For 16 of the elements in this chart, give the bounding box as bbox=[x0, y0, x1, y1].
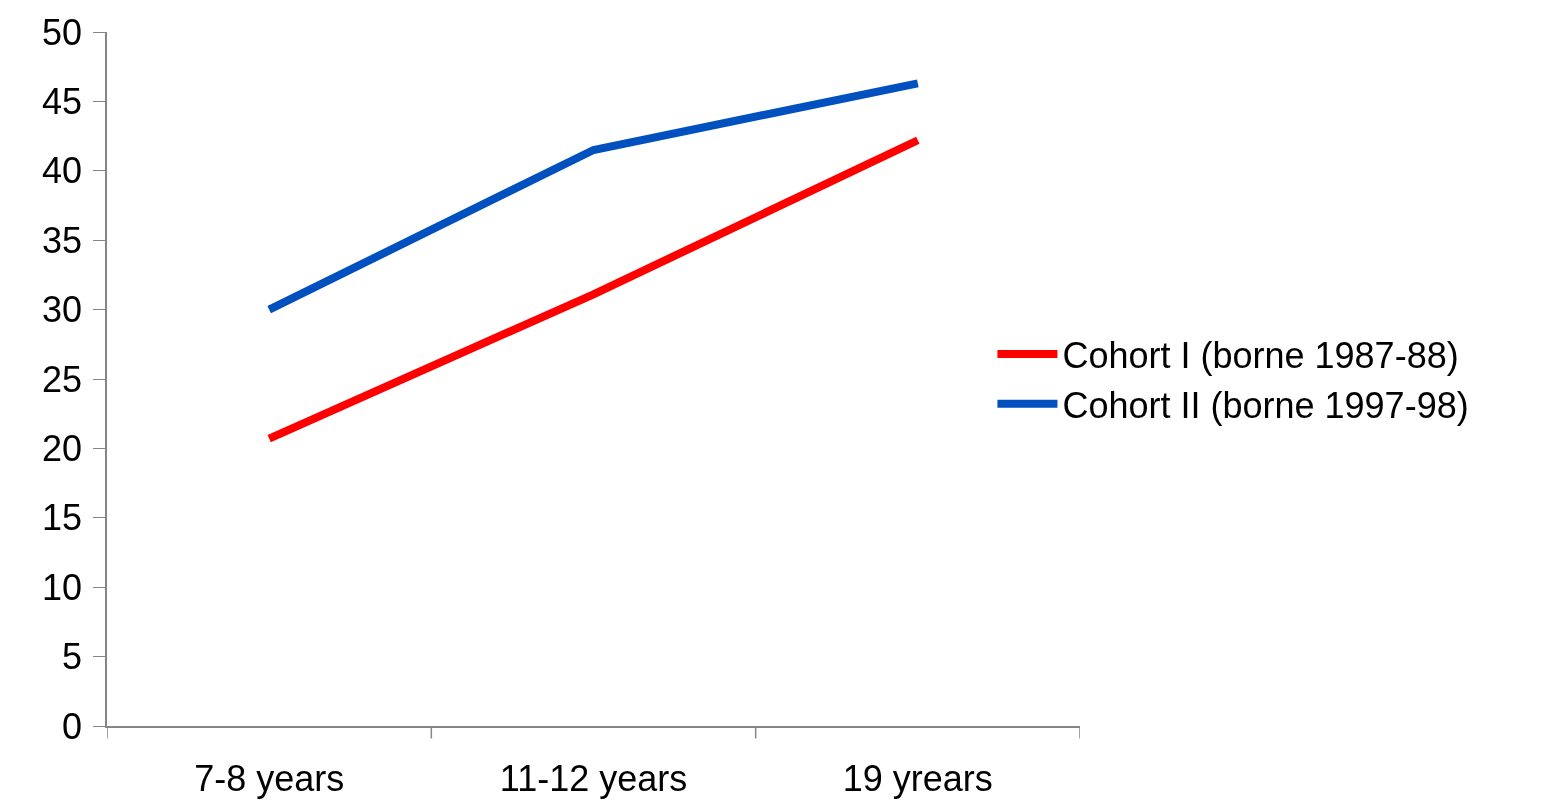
y-tick-label: 15 bbox=[42, 497, 83, 539]
y-tick-label: 45 bbox=[42, 81, 83, 122]
y-tick-label: 10 bbox=[42, 566, 83, 608]
x-tick-label: 7-8 years bbox=[194, 757, 345, 799]
y-tick-label: 40 bbox=[42, 150, 83, 192]
y-tick-label: 20 bbox=[42, 428, 83, 469]
y-tick-label: 0 bbox=[62, 705, 83, 747]
y-tick-label: 5 bbox=[62, 636, 83, 678]
legend-label: Cohort II (borne 1997-98) bbox=[1062, 384, 1469, 426]
legend-label: Cohort I (borne 1987-88) bbox=[1062, 334, 1459, 376]
y-tick-label: 25 bbox=[42, 358, 83, 400]
y-tick-label: 50 bbox=[42, 11, 83, 53]
x-tick-label: 19 yrears bbox=[842, 757, 993, 799]
x-tick-label: 11-12 years bbox=[499, 757, 688, 799]
y-tick-label: 30 bbox=[42, 289, 83, 331]
y-tick-label: 35 bbox=[42, 219, 83, 261]
